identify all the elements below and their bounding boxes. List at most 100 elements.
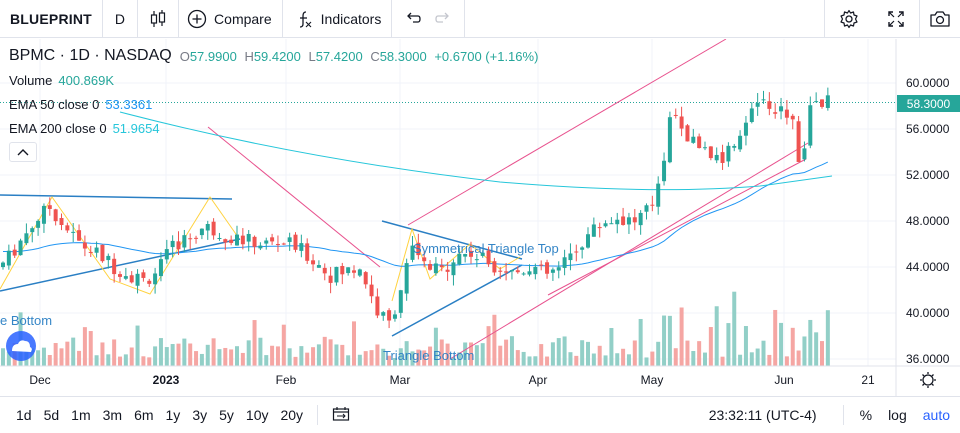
candle-body: [30, 228, 35, 233]
auto-scale-button[interactable]: auto: [922, 407, 950, 423]
candle-body: [106, 255, 111, 261]
volume-bar: [469, 342, 473, 366]
range-5y-button[interactable]: 5y: [219, 407, 234, 423]
ema200-label: EMA 200 close 0: [9, 120, 107, 136]
range-20y-button[interactable]: 20y: [280, 407, 304, 423]
volume-bar: [141, 356, 146, 366]
redo-button[interactable]: [428, 0, 464, 38]
range-3y-button[interactable]: 3y: [192, 407, 208, 423]
symbol-search-button[interactable]: BLUEPRINT: [10, 10, 92, 27]
indicators-button[interactable]: Indicators: [283, 0, 392, 38]
candles-icon: [150, 9, 166, 27]
candle-body: [223, 239, 228, 243]
chart-legend: BPMC · 1D · NASDAQ O57.9900 H59.4200 L57…: [9, 44, 538, 162]
legend-volume-row[interactable]: Volume 400.869K: [9, 68, 538, 92]
pattern-label: Symmetrical Triangle Top: [413, 241, 559, 256]
candle-body: [767, 101, 772, 109]
volume-bar: [387, 355, 392, 366]
price-axis-bg: [896, 39, 960, 359]
toolbar-divider: [178, 0, 180, 38]
timezone-clock[interactable]: 23:32:11 (UTC-4): [708, 407, 817, 423]
watermark-logo[interactable]: [6, 331, 36, 361]
fullscreen-icon: [888, 10, 904, 27]
volume-bar: [392, 357, 397, 366]
undo-button[interactable]: [392, 0, 428, 38]
time-axis[interactable]: Dec 2023 Feb Mar Apr May Jun 21: [29, 373, 875, 387]
range-1m-button[interactable]: 1m: [71, 407, 91, 423]
price-chart[interactable]: Symmetrical Triangle Top Triangle Bottom e…: [0, 39, 960, 396]
candle-body: [281, 243, 286, 245]
volume-label: Volume: [9, 72, 53, 88]
fullscreen-button[interactable]: [873, 0, 919, 38]
candle-body: [299, 243, 304, 251]
legend-ema200-row[interactable]: EMA 200 close 0 51.9654: [9, 116, 538, 140]
range-6m-button[interactable]: 6m: [134, 407, 154, 423]
range-5d-button[interactable]: 5d: [43, 407, 60, 423]
range-10y-button[interactable]: 10y: [245, 407, 269, 423]
screenshot-button[interactable]: [920, 0, 960, 38]
legend-ema50-row[interactable]: EMA 50 close 0 53.3361: [9, 92, 538, 116]
range-3m-button[interactable]: 3m: [102, 407, 123, 423]
percent-scale-button[interactable]: %: [859, 407, 873, 423]
price-tick-label: 56.0000: [906, 122, 950, 136]
volume-bar: [264, 355, 269, 366]
candle-body: [264, 240, 269, 244]
volume-bar: [492, 314, 497, 366]
volume-bar: [515, 350, 520, 366]
volume-bar: [621, 348, 626, 366]
ohlc-values: O57.9900 H59.4200 L57.4200 C58.3000 +0.6…: [180, 49, 539, 64]
redo-icon: [435, 12, 450, 23]
candle-body: [457, 253, 462, 265]
volume-bar: [568, 352, 573, 366]
volume-bar: [597, 345, 602, 366]
volume-bar: [363, 351, 368, 366]
price-axis[interactable]: 60.0000 56.0000 52.0000 48.0000 44.0000 40.00…: [906, 76, 950, 366]
settings-button[interactable]: [825, 0, 873, 38]
volume-bar: [188, 343, 193, 366]
volume-bar: [340, 344, 345, 366]
candle-body: [246, 233, 251, 242]
candle-body: [205, 223, 210, 231]
legend-collapse-button[interactable]: [9, 142, 37, 162]
volume-bar: [334, 344, 339, 366]
candle-body: [229, 239, 234, 243]
interval-button[interactable]: D: [114, 10, 126, 27]
volume-bar: [521, 351, 526, 366]
range-1d-button[interactable]: 1d: [16, 407, 32, 423]
zigzag-mid: [391, 227, 521, 302]
candle-body: [153, 273, 158, 285]
volume-bar: [404, 341, 409, 366]
price-tick-label: 60.0000: [906, 76, 950, 90]
candle-body: [47, 205, 52, 209]
last-price-label: 58.3000: [897, 95, 960, 112]
toolbar-divider: [464, 0, 466, 38]
log-scale-button[interactable]: log: [888, 407, 907, 423]
ema50-value: 53.3361: [105, 96, 153, 112]
date-range-button[interactable]: [326, 406, 356, 425]
volume-bar: [550, 342, 555, 366]
compare-button[interactable]: Compare: [179, 0, 282, 38]
time-axis-settings-button[interactable]: [920, 372, 936, 388]
volume-bar: [498, 345, 503, 366]
volume-bar: [375, 344, 380, 366]
volume-bar: [667, 315, 672, 366]
candle-body: [439, 265, 444, 268]
candle-body: [504, 271, 509, 273]
volume-bar: [352, 321, 356, 366]
volume-bar: [135, 325, 140, 366]
ohlc-high: 59.4200: [253, 48, 301, 64]
candle-body: [118, 274, 122, 277]
toolbar-divider: [101, 0, 103, 38]
candle-body: [474, 259, 479, 261]
candle-body: [568, 253, 573, 261]
candle-body: [574, 251, 579, 253]
candle-body: [615, 219, 620, 225]
chart-type-button[interactable]: [138, 0, 178, 38]
volume-bar: [767, 354, 772, 366]
candle-body: [375, 296, 380, 316]
candle-body: [88, 251, 93, 253]
range-1y-button[interactable]: 1y: [165, 407, 181, 423]
candle-body: [673, 114, 678, 116]
volume-bar: [626, 354, 631, 366]
volume-bar: [428, 346, 433, 366]
